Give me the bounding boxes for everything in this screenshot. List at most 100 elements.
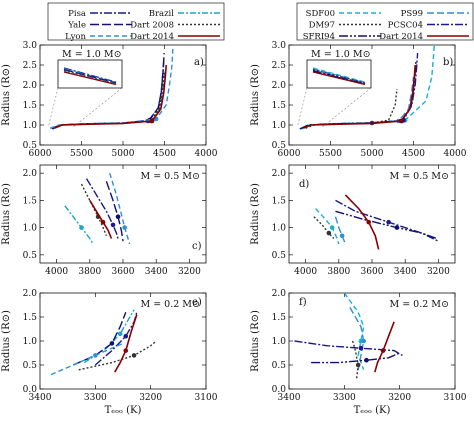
series-point-yale: [109, 341, 115, 346]
panel-e: 3400 3300 3200 3100 0.0 0.5 1.0 1.5 2.0 Radius (R…: [1, 289, 218, 416]
x-tick-label: 6000: [278, 149, 301, 159]
y-tick-label: 3.0: [23, 41, 38, 51]
y-tick-label: 1.5: [272, 196, 287, 206]
y-tick-label: 1.0: [23, 337, 38, 347]
legend-entry-lyon-label: Lyon: [65, 32, 86, 42]
mass-label: M = 0.2 M⊙: [140, 299, 200, 310]
x-tick-label: 3200: [139, 393, 162, 403]
series-group: [313, 194, 439, 250]
series-point-ps99: [361, 338, 367, 344]
panel-letter: a): [194, 57, 204, 68]
legend-entry-dart-2008-label: Dart 2008: [130, 21, 174, 31]
series-line-dart-2014: [89, 199, 113, 239]
x-tick-label: 4500: [153, 149, 176, 159]
series-line-ps99: [334, 216, 347, 245]
x-tick-label: 3400: [394, 267, 417, 277]
panel-letter: e): [192, 297, 202, 308]
legend-entry-dm97-label: DM97: [309, 21, 335, 31]
y-tick-label: 0.5: [272, 361, 287, 371]
inset-track-dart-2014: [312, 71, 366, 86]
x-tick-label: 4000: [294, 267, 317, 277]
y-tick-label: 1.0: [23, 121, 38, 131]
x-tick-label: 4000: [444, 149, 467, 159]
x-tick-label: 3100: [195, 393, 218, 403]
x-tick-label: 5500: [70, 149, 93, 159]
series-point-pisa: [110, 222, 116, 228]
y-tick-label: 1.5: [23, 196, 38, 206]
y-tick-label: 1.5: [272, 101, 287, 111]
series-point-pisa: [123, 333, 129, 339]
panel-f: 3400 3300 3200 3100 0.0 0.5 1.0 1.5 2.0 Radius (R…: [250, 289, 467, 416]
series-group: [299, 45, 435, 130]
series-point-dm97: [355, 362, 361, 368]
series-group: [294, 293, 403, 380]
y-axis-label: Radius (R⊙): [1, 64, 12, 126]
legend-entry-sdf00-label: SDF00: [306, 9, 335, 19]
y-tick-label: 2.5: [23, 61, 38, 71]
series-point-dart-2014: [149, 118, 155, 124]
x-tick-label: 3200: [178, 267, 201, 277]
x-tick-label: 5000: [112, 149, 135, 159]
panel-letter: c): [192, 241, 202, 252]
y-axis-label: Radius (R⊙): [1, 310, 12, 372]
x-tick-label: 3400: [29, 393, 52, 403]
y-tick-label: 2.0: [23, 169, 38, 179]
series-line-sdf00: [315, 208, 340, 245]
series-line-yale: [72, 311, 127, 366]
y-tick-label: 0.5: [23, 361, 38, 371]
inset-connector: [297, 87, 308, 128]
series-point-dart-2014: [398, 118, 404, 124]
legend-entry-dart-2014-label: Dart 2014: [379, 32, 423, 42]
legend-entry-brazil-label: Brazil: [149, 9, 175, 19]
panel-letter: f): [299, 297, 307, 308]
legend-2: SDF00 PS99 DM97 PCSC04 SFRI94 Dart 2014: [296, 2, 474, 42]
x-tick-label: 3200: [388, 393, 411, 403]
legend-entry-yale-label: Yale: [67, 21, 86, 31]
series-point-lyon: [122, 225, 127, 230]
legend-entry-sfri94-label: SFRI94: [303, 32, 335, 42]
series-group: [64, 172, 131, 245]
y-tick-label: 2.0: [23, 81, 38, 91]
legend-entry-pisa-label: Pisa: [68, 9, 86, 19]
y-tick-label: 1.5: [23, 313, 38, 323]
y-tick-label: 1.0: [23, 224, 38, 234]
x-tick-label: 3400: [145, 267, 168, 277]
legend-frame: [296, 2, 474, 41]
y-tick-label: 1.5: [23, 101, 38, 111]
panel-a: 6000 5500 5000 4500 4000 0.5 1.0 1.5 2.0 2.5 3.0 Ra…: [1, 41, 218, 159]
y-tick-label: 0.5: [272, 141, 287, 151]
series-line-pisa: [85, 178, 119, 239]
y-tick-label: 0.5: [23, 141, 38, 151]
y-tick-label: 2.0: [272, 169, 287, 179]
mass-label: M = 1.0 M⊙: [311, 49, 371, 60]
series-point-lyon: [93, 353, 98, 358]
series-point-dart-2008: [131, 353, 137, 358]
legend-entry-ps99-label: PS99: [401, 9, 423, 19]
series-point-dm97: [326, 230, 332, 236]
y-axis-label: Radius (R⊙): [250, 183, 261, 245]
series-line-dart-2014: [374, 321, 395, 373]
y-axis-label: Radius (R⊙): [250, 64, 261, 126]
panel-d: 4000 3800 3600 3400 3200 0.5 1.0 1.5 2.0 Radius (…: [250, 164, 456, 277]
series-point-pcsc04: [358, 345, 364, 351]
x-tick-label: 3800: [327, 267, 350, 277]
x-tick-label: 3800: [78, 267, 101, 277]
series-group: [50, 309, 157, 376]
y-tick-label: 0.0: [272, 385, 287, 395]
series-line-sdf00: [343, 293, 365, 371]
series-point-sfri94: [364, 357, 369, 363]
y-tick-label: 2.0: [23, 289, 38, 299]
y-axis-label: Radius (R⊙): [250, 310, 261, 372]
x-tick-label: 3600: [361, 267, 384, 277]
series-point-sdf00: [329, 225, 335, 230]
mass-label: M = 1.0 M⊙: [62, 49, 122, 60]
series-point-brazil: [79, 225, 84, 230]
y-tick-label: 0.5: [272, 251, 287, 261]
series-point-dart-2014: [123, 348, 129, 353]
panel-letter: b): [443, 57, 453, 68]
inset-connector: [322, 87, 372, 128]
y-tick-label: 1.0: [272, 121, 287, 131]
inset-connector: [73, 87, 123, 128]
y-tick-label: 1.0: [272, 337, 287, 347]
